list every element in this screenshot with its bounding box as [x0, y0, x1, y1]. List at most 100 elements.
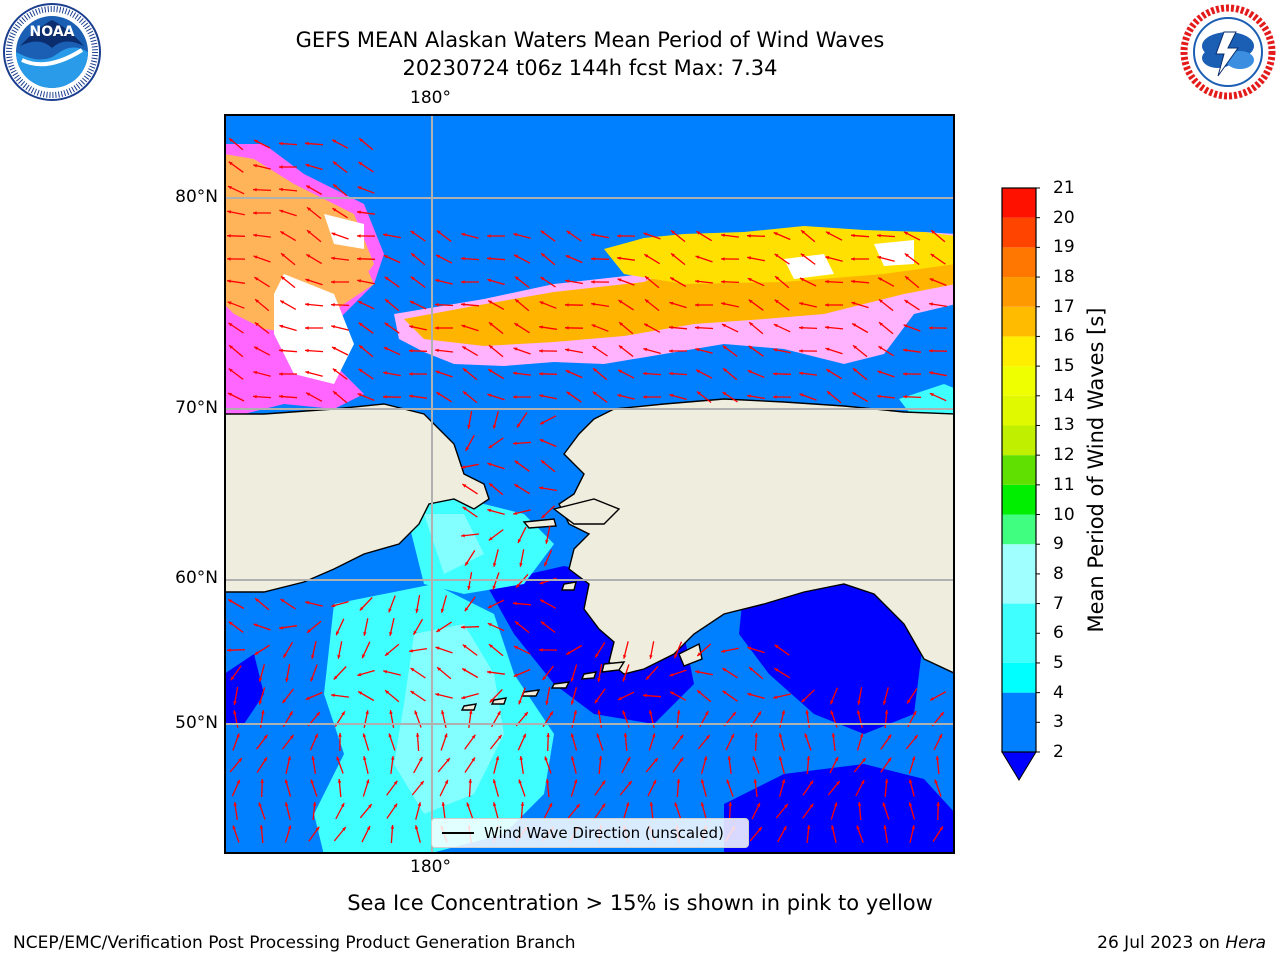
lat-label-70n: 70°N [175, 398, 218, 418]
wind-arrow-head [623, 654, 627, 659]
wind-arrow-head [513, 233, 518, 237]
wind-arrow-head [676, 779, 681, 783]
wind-arrow-head [409, 301, 414, 305]
wind-arrow-head [279, 187, 283, 192]
wind-arrow-head [436, 230, 441, 235]
wind-arrow-head [390, 825, 395, 829]
wind-arrow-head [674, 802, 678, 807]
wind-arrow-head [831, 825, 835, 830]
wind-arrow-head [591, 233, 595, 237]
wind-arrow-head [618, 300, 623, 304]
wind-arrow-head [721, 649, 726, 653]
wind-arrow-head [883, 825, 887, 829]
wind-arrow-head [281, 253, 285, 257]
wind-arrow-head [513, 395, 517, 399]
colorbar-tick-label: 12 [1053, 445, 1075, 466]
wind-arrow-head [331, 303, 335, 307]
wind-arrow-head [566, 391, 571, 396]
wind-arrow-head [801, 698, 806, 703]
wind-arrow-head [617, 278, 622, 282]
wind-arrow-head [601, 803, 606, 808]
wind-arrow-head [307, 629, 311, 633]
wind-arrow-head [799, 393, 804, 397]
wind-arrow-head [357, 257, 361, 261]
wind-arrow-head [747, 370, 752, 374]
wind-arrow-head [388, 608, 392, 613]
wind-arrow-head [540, 230, 545, 235]
wind-arrow-head [437, 667, 441, 671]
wind-arrow-head [279, 209, 284, 213]
wind-arrow-head [935, 756, 940, 760]
wind-arrow-head [333, 675, 338, 680]
wind-arrow-head [444, 733, 448, 738]
wind-arrow-head [307, 230, 311, 234]
wind-arrow-head [409, 649, 413, 653]
wind-arrow-head [513, 441, 517, 446]
wind-arrow-head [305, 696, 310, 700]
wind-arrow-head [232, 825, 236, 830]
wind-arrow-head [519, 563, 523, 567]
wind-arrow-head [773, 232, 778, 236]
wind-arrow-head [617, 696, 622, 700]
wind-arrow-head [261, 710, 265, 714]
wind-arrow-head [413, 630, 417, 635]
wind-arrow-head [861, 780, 865, 784]
wind-arrow-head [540, 599, 545, 603]
wind-arrow-head [830, 700, 834, 705]
wind-arrow-head [565, 348, 569, 352]
wind-arrow-head [513, 601, 517, 606]
wind-arrow-head [887, 757, 892, 762]
wind-arrow-head [461, 280, 465, 284]
wind-arrow-head [487, 234, 491, 238]
colorbar-tick-label: 20 [1053, 207, 1075, 228]
wind-arrow-head [513, 673, 518, 677]
wind-arrow-head [287, 756, 291, 761]
wind-arrow-head [541, 253, 545, 257]
wind-arrow-head [544, 756, 548, 761]
wind-arrow-head [254, 140, 258, 144]
wind-arrow-head [593, 368, 597, 372]
wind-arrow-head [487, 604, 492, 608]
wind-arrow-head [305, 370, 310, 375]
wind-arrow-head [436, 392, 441, 396]
wind-arrow-head [228, 393, 232, 397]
chart-title: GEFS MEAN Alaskan Waters Mean Period of … [295, 28, 885, 52]
wind-arrow-head [679, 734, 684, 739]
colorbar-tick-label: 21 [1053, 178, 1075, 198]
wind-arrow-head [383, 347, 388, 351]
wind-arrow-head [878, 277, 883, 281]
wind-arrow-head [592, 391, 597, 396]
wind-arrow-head [233, 802, 237, 806]
lat-label-60n: 60°N [175, 568, 218, 588]
wind-arrow-head [652, 779, 656, 784]
wind-arrow-head [747, 646, 752, 651]
wind-arrow-head [307, 207, 311, 211]
wind-arrow-head [228, 161, 233, 166]
wind-arrow-head [312, 802, 317, 806]
wind-arrow-head [700, 779, 705, 784]
wind-arrow-head [228, 323, 233, 327]
wind-arrow-head [929, 326, 933, 330]
lat-label-80n: 80°N [175, 187, 218, 207]
wind-arrow-head [877, 233, 881, 238]
wind-arrow-head [384, 276, 389, 281]
wind-arrow-head [697, 690, 701, 694]
wind-arrow-head [799, 371, 803, 376]
wind-arrow-head [670, 691, 675, 695]
wind-arrow-head [518, 700, 522, 705]
wind-arrow-head [488, 536, 493, 541]
wind-arrow-head [227, 234, 231, 238]
wind-arrow-head [877, 255, 882, 260]
wind-arrow-head [669, 325, 673, 330]
noaa-logo-text: NOAA [30, 24, 75, 40]
wind-arrow-head [747, 692, 752, 697]
wind-arrow-head [674, 654, 678, 659]
wind-arrow-head [514, 323, 519, 327]
wind-arrow-head [435, 326, 439, 330]
wind-arrow-head [834, 756, 838, 761]
wind-arrow-head [721, 280, 725, 284]
wind-arrow-head [573, 779, 578, 784]
nws-logo [1180, 4, 1276, 100]
colorbar-band [1002, 247, 1036, 278]
wind-arrow-head [627, 757, 631, 761]
